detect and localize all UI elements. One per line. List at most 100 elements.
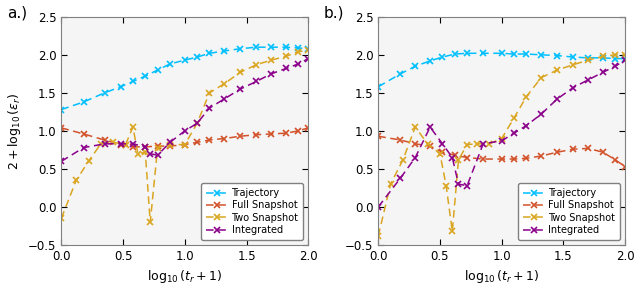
Trajectory bbox=[268, 45, 275, 49]
Two Snapshot bbox=[220, 82, 228, 86]
Text: b.): b.) bbox=[324, 5, 344, 20]
Legend: Trajectory, Full Snapshot, Two Snapshot, Integrated: Trajectory, Full Snapshot, Two Snapshot,… bbox=[518, 183, 620, 240]
Two Snapshot bbox=[305, 49, 312, 52]
Integrated bbox=[141, 145, 149, 149]
Trajectory bbox=[305, 47, 312, 50]
Two Snapshot bbox=[374, 234, 382, 238]
Integrated bbox=[253, 80, 260, 83]
Integrated bbox=[479, 142, 487, 146]
Full Snapshot bbox=[412, 142, 419, 146]
Full Snapshot bbox=[554, 150, 561, 154]
Full Snapshot bbox=[116, 143, 124, 146]
Integrated bbox=[412, 156, 419, 159]
Full Snapshot bbox=[220, 137, 228, 140]
Trajectory bbox=[141, 74, 149, 78]
Two Snapshot bbox=[486, 142, 493, 146]
Two Snapshot bbox=[129, 125, 137, 129]
Full Snapshot bbox=[305, 126, 312, 129]
Line: Integrated: Integrated bbox=[58, 56, 311, 164]
Integrated bbox=[80, 146, 88, 149]
Full Snapshot bbox=[141, 145, 149, 149]
Text: a.): a.) bbox=[7, 5, 27, 20]
Line: Trajectory: Trajectory bbox=[375, 50, 628, 90]
Full Snapshot bbox=[621, 165, 629, 168]
Full Snapshot bbox=[463, 156, 471, 159]
Two Snapshot bbox=[237, 70, 244, 74]
Trajectory bbox=[129, 80, 137, 83]
Full Snapshot bbox=[510, 157, 518, 161]
Line: Trajectory: Trajectory bbox=[58, 44, 311, 113]
Two Snapshot bbox=[599, 55, 607, 58]
Integrated bbox=[374, 205, 382, 209]
Integrated bbox=[58, 159, 65, 163]
Full Snapshot bbox=[611, 158, 619, 162]
Trajectory bbox=[412, 65, 419, 68]
Full Snapshot bbox=[522, 157, 530, 160]
Trajectory bbox=[621, 57, 629, 60]
Full Snapshot bbox=[282, 132, 290, 135]
Full Snapshot bbox=[584, 147, 592, 150]
Two Snapshot bbox=[58, 217, 65, 220]
Two Snapshot bbox=[412, 125, 419, 129]
Trajectory bbox=[181, 58, 189, 62]
Two Snapshot bbox=[570, 63, 577, 66]
Integrated bbox=[100, 142, 108, 146]
Trajectory bbox=[294, 46, 302, 50]
Full Snapshot bbox=[268, 132, 275, 136]
Legend: Trajectory, Full Snapshot, Two Snapshot, Integrated: Trajectory, Full Snapshot, Two Snapshot,… bbox=[202, 183, 303, 240]
Trajectory bbox=[538, 53, 545, 56]
Integrated bbox=[510, 132, 518, 135]
Full Snapshot bbox=[154, 144, 161, 148]
Integrated bbox=[554, 97, 561, 101]
Trajectory bbox=[166, 62, 174, 66]
Trajectory bbox=[463, 52, 471, 55]
Integrated bbox=[237, 87, 244, 91]
Integrated bbox=[449, 156, 456, 159]
Two Snapshot bbox=[522, 95, 530, 98]
Two Snapshot bbox=[268, 58, 275, 62]
Trajectory bbox=[154, 68, 161, 72]
Integrated bbox=[463, 184, 471, 187]
Two Snapshot bbox=[463, 143, 471, 146]
Line: Full Snapshot: Full Snapshot bbox=[58, 125, 311, 150]
Two Snapshot bbox=[621, 53, 629, 56]
Integrated bbox=[397, 176, 404, 180]
Two Snapshot bbox=[294, 50, 302, 54]
Full Snapshot bbox=[237, 134, 244, 138]
Trajectory bbox=[58, 108, 65, 111]
Trajectory bbox=[205, 52, 213, 55]
Line: Two Snapshot: Two Snapshot bbox=[58, 47, 311, 225]
Full Snapshot bbox=[58, 126, 65, 129]
Two Snapshot bbox=[424, 142, 431, 146]
Full Snapshot bbox=[570, 148, 577, 151]
Trajectory bbox=[522, 52, 530, 56]
Trajectory bbox=[599, 56, 607, 60]
X-axis label: $\log_{10}(t_r + 1)$: $\log_{10}(t_r + 1)$ bbox=[464, 268, 540, 285]
Integrated bbox=[438, 142, 446, 146]
Full Snapshot bbox=[451, 153, 459, 157]
Integrated bbox=[454, 182, 462, 186]
Two Snapshot bbox=[134, 152, 141, 155]
Full Snapshot bbox=[538, 154, 545, 158]
Two Snapshot bbox=[193, 122, 201, 125]
Trajectory bbox=[426, 59, 434, 63]
Two Snapshot bbox=[454, 158, 462, 162]
Integrated bbox=[599, 70, 607, 74]
Trajectory bbox=[193, 55, 201, 59]
Trajectory bbox=[451, 52, 459, 56]
Y-axis label: $2 + \log_{10}(\varepsilon_r)$: $2 + \log_{10}(\varepsilon_r)$ bbox=[6, 92, 22, 170]
Trajectory bbox=[554, 54, 561, 57]
Integrated bbox=[426, 125, 434, 129]
Two Snapshot bbox=[554, 68, 561, 72]
Trajectory bbox=[397, 72, 404, 76]
Integrated bbox=[147, 152, 154, 155]
Full Snapshot bbox=[129, 145, 137, 149]
Two Snapshot bbox=[147, 221, 154, 224]
Two Snapshot bbox=[442, 184, 450, 187]
X-axis label: $\log_{10}(t_r + 1)$: $\log_{10}(t_r + 1)$ bbox=[147, 268, 223, 285]
Integrated bbox=[193, 122, 201, 125]
Trajectory bbox=[253, 45, 260, 49]
Integrated bbox=[498, 139, 506, 143]
Full Snapshot bbox=[193, 141, 201, 144]
Trajectory bbox=[282, 45, 290, 49]
